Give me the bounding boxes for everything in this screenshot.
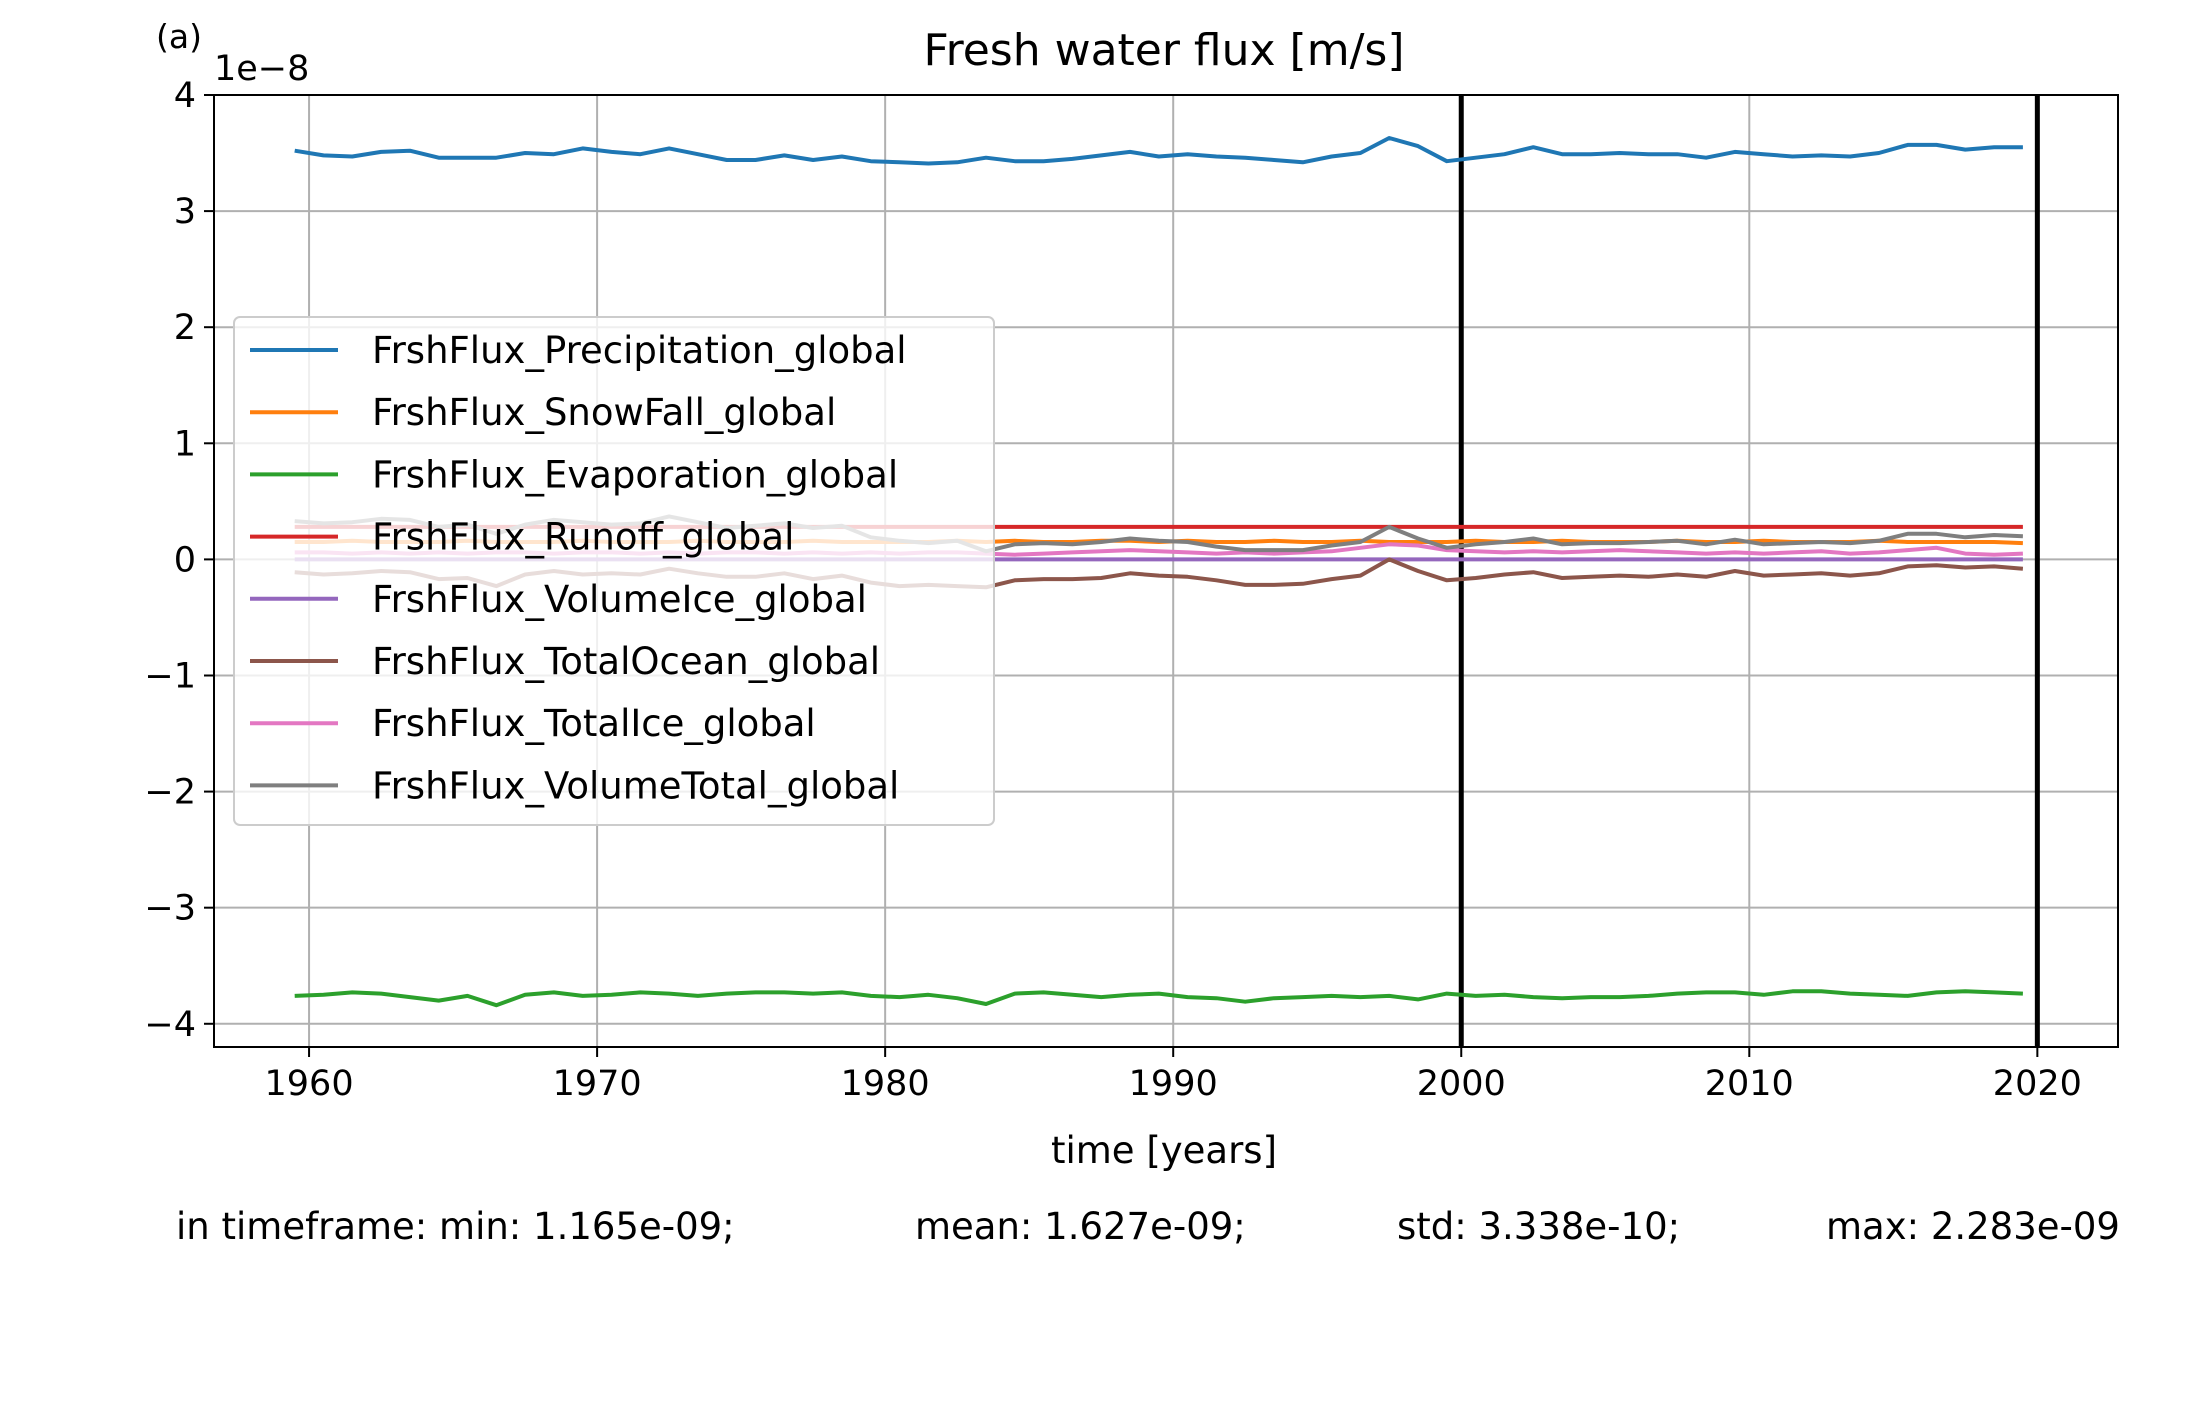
y-tick-label: 1 xyxy=(174,424,196,464)
stats-min: in timeframe: min: 1.165e-09; xyxy=(176,1205,735,1248)
y-tick-label: −3 xyxy=(144,889,196,929)
legend-label: FrshFlux_TotalIce_global xyxy=(372,702,816,745)
y-offset-label: 1e−8 xyxy=(214,49,309,89)
y-axis: −4 −3 −2 −1 0 1 2 3 4 xyxy=(144,76,214,1045)
legend-box xyxy=(233,316,995,826)
y-tick-label: 3 xyxy=(174,192,196,232)
legend-label: FrshFlux_TotalOcean_global xyxy=(372,640,880,683)
y-tick-label: 4 xyxy=(174,76,196,116)
series-line xyxy=(294,989,2023,1008)
y-tick-label: −4 xyxy=(144,1005,196,1045)
y-tick-label: −1 xyxy=(144,656,196,696)
panel-label: (a) xyxy=(156,17,202,56)
x-tick-label: 1980 xyxy=(841,1064,930,1104)
series-line xyxy=(294,136,2023,166)
stats-std: std: 3.338e-10; xyxy=(1397,1205,1681,1248)
x-tick-label: 2020 xyxy=(1993,1064,2082,1104)
y-tick-label: −2 xyxy=(144,773,196,813)
y-tick-label: 2 xyxy=(174,308,196,348)
x-axis-title: time [years] xyxy=(1051,1129,1277,1172)
stats-mean: mean: 1.627e-09; xyxy=(915,1205,1246,1248)
vertical-markers xyxy=(1458,95,2040,1047)
legend-label: FrshFlux_VolumeIce_global xyxy=(372,578,867,621)
stats-line: in timeframe: min: 1.165e-09; mean: 1.62… xyxy=(0,1205,2196,1265)
x-tick-label: 1960 xyxy=(265,1064,354,1104)
line-chart: (a) 1e−8 Fresh water flux [m/s] 1960 1970… xyxy=(144,17,2119,1172)
x-tick-label: 2000 xyxy=(1417,1064,1506,1104)
x-axis: 1960 1970 1980 1990 2000 2010 2020 xyxy=(265,1047,2082,1104)
y-tick-label: 0 xyxy=(174,540,196,580)
legend-label: FrshFlux_Evaporation_global xyxy=(372,453,898,496)
plot-frame xyxy=(213,94,2119,1048)
legend-label: FrshFlux_VolumeTotal_global xyxy=(372,764,899,807)
x-tick-label: 2010 xyxy=(1705,1064,1794,1104)
legend-label: FrshFlux_SnowFall_global xyxy=(372,391,836,434)
legend-label: FrshFlux_Runoff_global xyxy=(372,516,794,559)
chart-title: Fresh water flux [m/s] xyxy=(923,25,1404,76)
legend-label: FrshFlux_Precipitation_global xyxy=(372,329,907,372)
stats-max: max: 2.283e-09 xyxy=(1826,1205,2120,1248)
x-tick-label: 1990 xyxy=(1129,1064,1218,1104)
x-tick-label: 1970 xyxy=(553,1064,642,1104)
legend: FrshFlux_Precipitation_global FrshFlux_Sn… xyxy=(233,316,995,826)
